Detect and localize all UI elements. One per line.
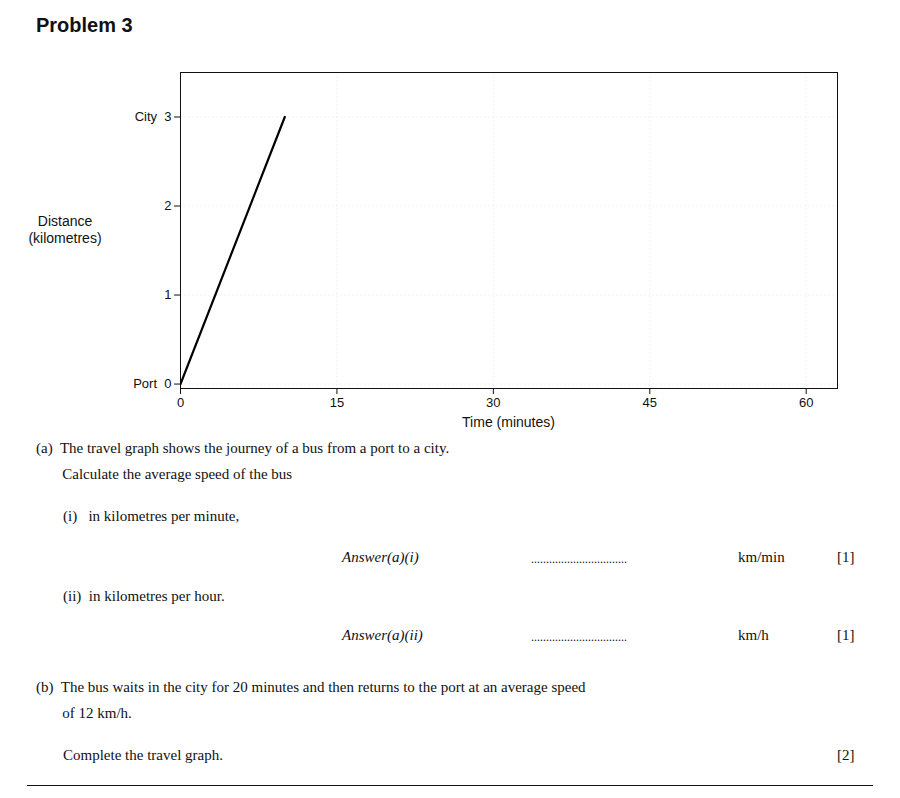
- html-text:km/h: km/h: [738, 627, 769, 644]
- html-text:(b) The bus waits in the city: (b) The bus waits in the city for 20 min…: [36, 679, 586, 696]
- html-text:[1]: [1]: [837, 549, 855, 566]
- html-text:km/min: km/min: [738, 549, 785, 566]
- html-text:of 12 km/h.: of 12 km/h.: [36, 705, 132, 722]
- svg-text:1: 1: [164, 287, 171, 302]
- svg-text:Port 0: Port 0: [133, 376, 171, 391]
- html-text:Calculate the average speed of: Calculate the average speed of the bus: [36, 466, 293, 482]
- html-text:[2]: [2]: [837, 746, 855, 763]
- svg-text:45: 45: [643, 395, 657, 410]
- html-text:(a) The travel graph shows the: (a) The travel graph shows the journey o…: [36, 440, 450, 456]
- html-text:Distance (kilometres): Distance (kilometres): [28, 213, 102, 246]
- html-text:Answer(a)(ii): Answer(a)(ii): [342, 627, 423, 644]
- html-text:Answer(a)(i): Answer(a)(i): [342, 549, 419, 566]
- html-text:(ii) in kilometres per hour.: (ii) in kilometres per hour.: [63, 588, 225, 605]
- svg-text:2: 2: [164, 198, 171, 213]
- html-text:Complete the travel graph.: Complete the travel graph.: [63, 746, 223, 763]
- html-text:Time (minutes): Time (minutes): [462, 414, 555, 430]
- svg-text:City 3: City 3: [135, 109, 172, 124]
- html-text:(i) in kilometres per minute,: (i) in kilometres per minute,: [63, 507, 240, 524]
- svg-text:0: 0: [177, 395, 184, 410]
- svg-text:60: 60: [799, 395, 813, 410]
- html-text:[1]: [1]: [837, 627, 855, 644]
- svg-text:15: 15: [330, 395, 344, 410]
- svg-text:30: 30: [486, 395, 500, 410]
- html-text:Problem 3: Problem 3: [36, 14, 133, 36]
